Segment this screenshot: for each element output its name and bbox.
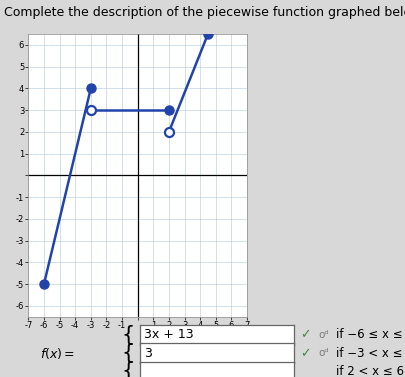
Text: {: {: [122, 325, 135, 345]
Text: oᵈ: oᵈ: [318, 348, 328, 358]
Text: if −3 < x ≤ 2: if −3 < x ≤ 2: [336, 347, 405, 360]
Text: ✓: ✓: [300, 347, 310, 360]
Text: 3x + 13: 3x + 13: [144, 328, 194, 341]
Text: {: {: [122, 343, 135, 363]
Text: Complete the description of the piecewise function graphed below.: Complete the description of the piecewis…: [4, 6, 405, 18]
Text: $f(x) =$: $f(x) =$: [40, 346, 76, 361]
Text: 3: 3: [144, 347, 152, 360]
Text: {: {: [122, 361, 135, 377]
Text: ✓: ✓: [300, 328, 310, 341]
Text: if 2 < x ≤ 6: if 2 < x ≤ 6: [336, 365, 404, 377]
Text: oᵈ: oᵈ: [318, 330, 328, 340]
Text: if −6 ≤ x ≤ −3: if −6 ≤ x ≤ −3: [336, 328, 405, 341]
